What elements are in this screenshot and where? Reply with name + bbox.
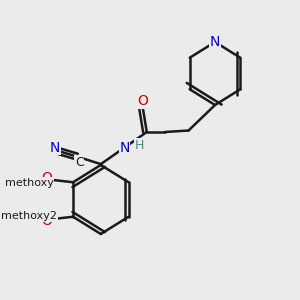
Text: N: N <box>210 35 220 49</box>
Text: methoxy: methoxy <box>5 178 54 188</box>
Text: N: N <box>50 141 60 154</box>
Text: methoxy2: methoxy2 <box>1 211 57 221</box>
Text: C: C <box>75 156 84 169</box>
Text: O: O <box>42 214 52 228</box>
Text: N: N <box>119 141 130 154</box>
Text: O: O <box>137 94 148 108</box>
Text: O: O <box>42 171 52 185</box>
Text: H: H <box>135 139 145 152</box>
